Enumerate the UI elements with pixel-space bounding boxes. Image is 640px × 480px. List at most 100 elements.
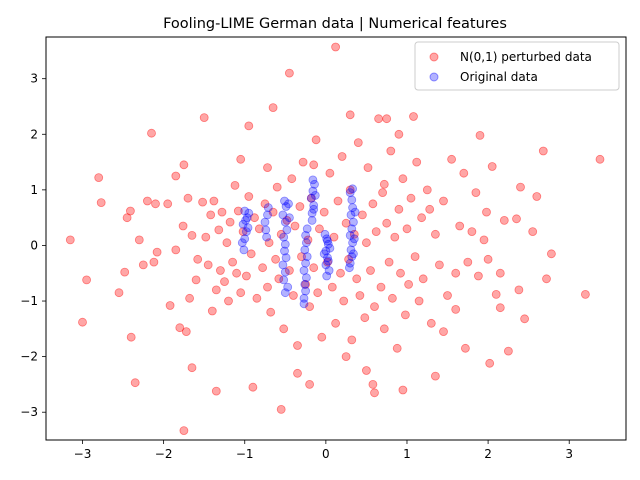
- data-point: [276, 229, 286, 239]
- data-point: [547, 249, 556, 259]
- data-point: [175, 323, 185, 333]
- data-point: [288, 291, 298, 300]
- data-point: [396, 268, 405, 278]
- data-point: [451, 268, 461, 278]
- data-point: [451, 304, 461, 314]
- data-point: [361, 238, 371, 248]
- data-point: [260, 199, 270, 209]
- data-point: [263, 210, 272, 220]
- data-point: [439, 196, 448, 206]
- data-point: [310, 190, 320, 200]
- data-point: [386, 146, 396, 156]
- data-point: [471, 188, 481, 198]
- data-point: [400, 310, 410, 320]
- data-point: [390, 232, 400, 242]
- data-point: [324, 266, 334, 275]
- data-point: [302, 252, 312, 262]
- data-point: [422, 185, 432, 195]
- data-point: [414, 296, 424, 306]
- data-point: [348, 249, 358, 259]
- data-point: [220, 277, 229, 287]
- y-tick-label: 0: [30, 238, 38, 252]
- data-point: [532, 192, 542, 201]
- data-point: [284, 213, 294, 223]
- data-point: [280, 288, 290, 298]
- data-point: [250, 213, 259, 223]
- data-point: [138, 260, 148, 270]
- data-point: [263, 203, 273, 213]
- data-point: [306, 193, 316, 203]
- data-point: [284, 68, 294, 78]
- data-point: [542, 274, 551, 284]
- data-point: [406, 193, 416, 203]
- data-point: [344, 263, 354, 273]
- data-point: [370, 388, 379, 398]
- data-point: [394, 129, 404, 139]
- data-point: [301, 230, 311, 240]
- data-point: [402, 224, 412, 234]
- data-point: [201, 232, 211, 242]
- data-point: [280, 246, 289, 256]
- data-point: [516, 182, 525, 192]
- data-point: [268, 103, 278, 112]
- data-point: [345, 188, 355, 198]
- data-point: [278, 210, 288, 220]
- series-layer: [65, 42, 605, 436]
- legend-box: [414, 41, 620, 91]
- x-tick-label: −1: [236, 447, 254, 461]
- data-point: [225, 217, 235, 227]
- data-point: [353, 138, 363, 148]
- x-tick-label: 0: [322, 447, 330, 461]
- data-point: [520, 314, 529, 324]
- data-point: [239, 245, 249, 255]
- data-point: [361, 366, 371, 375]
- data-point: [495, 268, 505, 278]
- data-point: [211, 285, 221, 295]
- data-point: [300, 279, 310, 289]
- data-point: [191, 275, 201, 285]
- data-point: [179, 160, 189, 170]
- data-point: [309, 160, 319, 170]
- data-point: [366, 266, 375, 275]
- x-tick-label: −3: [74, 447, 92, 461]
- data-point: [254, 224, 264, 234]
- data-point: [333, 196, 343, 206]
- data-point: [409, 112, 418, 121]
- data-point: [349, 234, 359, 244]
- data-point: [384, 257, 394, 267]
- data-point: [293, 368, 302, 378]
- x-tick-label: −2: [155, 447, 173, 461]
- data-point: [374, 114, 384, 124]
- data-point: [379, 324, 389, 334]
- data-point: [142, 196, 152, 206]
- data-point: [491, 289, 501, 299]
- data-point: [244, 192, 254, 201]
- data-point: [368, 199, 378, 209]
- data-point: [313, 288, 323, 298]
- data-point: [463, 257, 473, 267]
- data-point: [299, 299, 309, 309]
- data-point: [260, 217, 270, 227]
- data-point: [78, 317, 87, 327]
- data-point: [302, 224, 312, 234]
- data-point: [298, 157, 308, 167]
- x-tick-label: 1: [403, 447, 411, 461]
- data-point: [134, 235, 144, 245]
- data-point: [224, 296, 233, 306]
- data-point: [209, 196, 219, 206]
- data-point: [308, 186, 318, 196]
- data-point: [300, 245, 310, 255]
- data-point: [282, 225, 292, 235]
- data-point: [222, 238, 232, 248]
- data-point: [314, 224, 324, 234]
- data-point: [238, 227, 248, 237]
- data-point: [114, 288, 124, 298]
- data-point: [337, 152, 347, 161]
- data-point: [430, 229, 440, 239]
- data-point: [274, 274, 284, 284]
- data-point: [347, 252, 357, 262]
- data-point: [230, 180, 240, 190]
- data-point: [299, 266, 309, 275]
- data-point: [412, 157, 422, 167]
- data-point: [307, 215, 317, 225]
